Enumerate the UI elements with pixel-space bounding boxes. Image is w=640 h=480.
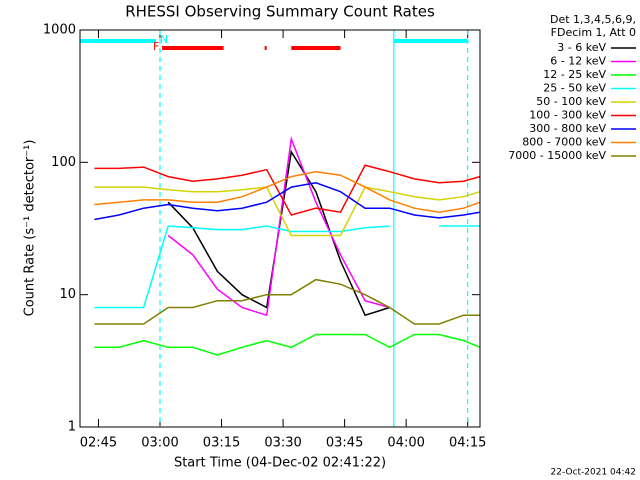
y-tick-label: 10	[59, 287, 76, 302]
x-axis-title: Start Time (04-Dec-02 02:41:22)	[174, 456, 386, 471]
legend-label: 300 - 800 keV	[529, 122, 606, 135]
chart-title: RHESSI Observing Summary Count Rates	[125, 3, 435, 21]
legend-label: 100 - 300 keV	[529, 109, 606, 122]
y-tick-label: 1000	[43, 23, 76, 38]
x-tick-label: 04:15	[449, 436, 486, 451]
x-tick-label: 04:00	[387, 436, 424, 451]
flag-label: N	[160, 33, 168, 46]
flag-bar	[291, 46, 341, 50]
legend-title: Det 1,3,4,5,6,9,	[550, 13, 636, 26]
series-line	[94, 225, 480, 309]
series-line	[94, 278, 480, 325]
footer: 22-Oct-2021 04:42	[551, 468, 636, 478]
series-line	[94, 333, 480, 356]
legend-title: FDecim 1, Att 0	[551, 26, 636, 39]
series-line	[94, 170, 480, 213]
x-tick-label: 03:30	[264, 436, 301, 451]
legend-label: 3 - 6 keV	[557, 41, 606, 54]
y-tick-label: 100	[51, 155, 76, 170]
flag-bar	[393, 39, 468, 43]
flag-bar	[80, 39, 156, 43]
series-line	[94, 186, 480, 237]
legend-label: 25 - 50 keV	[543, 82, 606, 95]
legend-label: 50 - 100 keV	[536, 95, 606, 108]
x-tick-label: 03:00	[141, 436, 178, 451]
legend-label: 12 - 25 keV	[543, 68, 606, 81]
legend-label: 6 - 12 keV	[550, 55, 606, 68]
legend-label: 800 - 7000 keV	[522, 136, 606, 149]
flag-bar	[162, 46, 224, 50]
flag-label: F	[153, 40, 159, 53]
flag-bar	[264, 46, 267, 50]
series-line	[94, 164, 480, 216]
x-tick-label: 03:15	[203, 436, 240, 451]
y-axis-title: Count Rate (s⁻¹ detector⁻¹)	[23, 140, 38, 317]
series-line	[167, 136, 390, 317]
legend-label: 7000 - 15000 keV	[508, 149, 606, 162]
series-line	[94, 182, 480, 221]
plot-frame	[79, 29, 481, 428]
x-tick-label: 02:45	[80, 436, 117, 451]
x-tick-label: 03:45	[326, 436, 363, 451]
y-tick-label: 1	[68, 420, 76, 435]
